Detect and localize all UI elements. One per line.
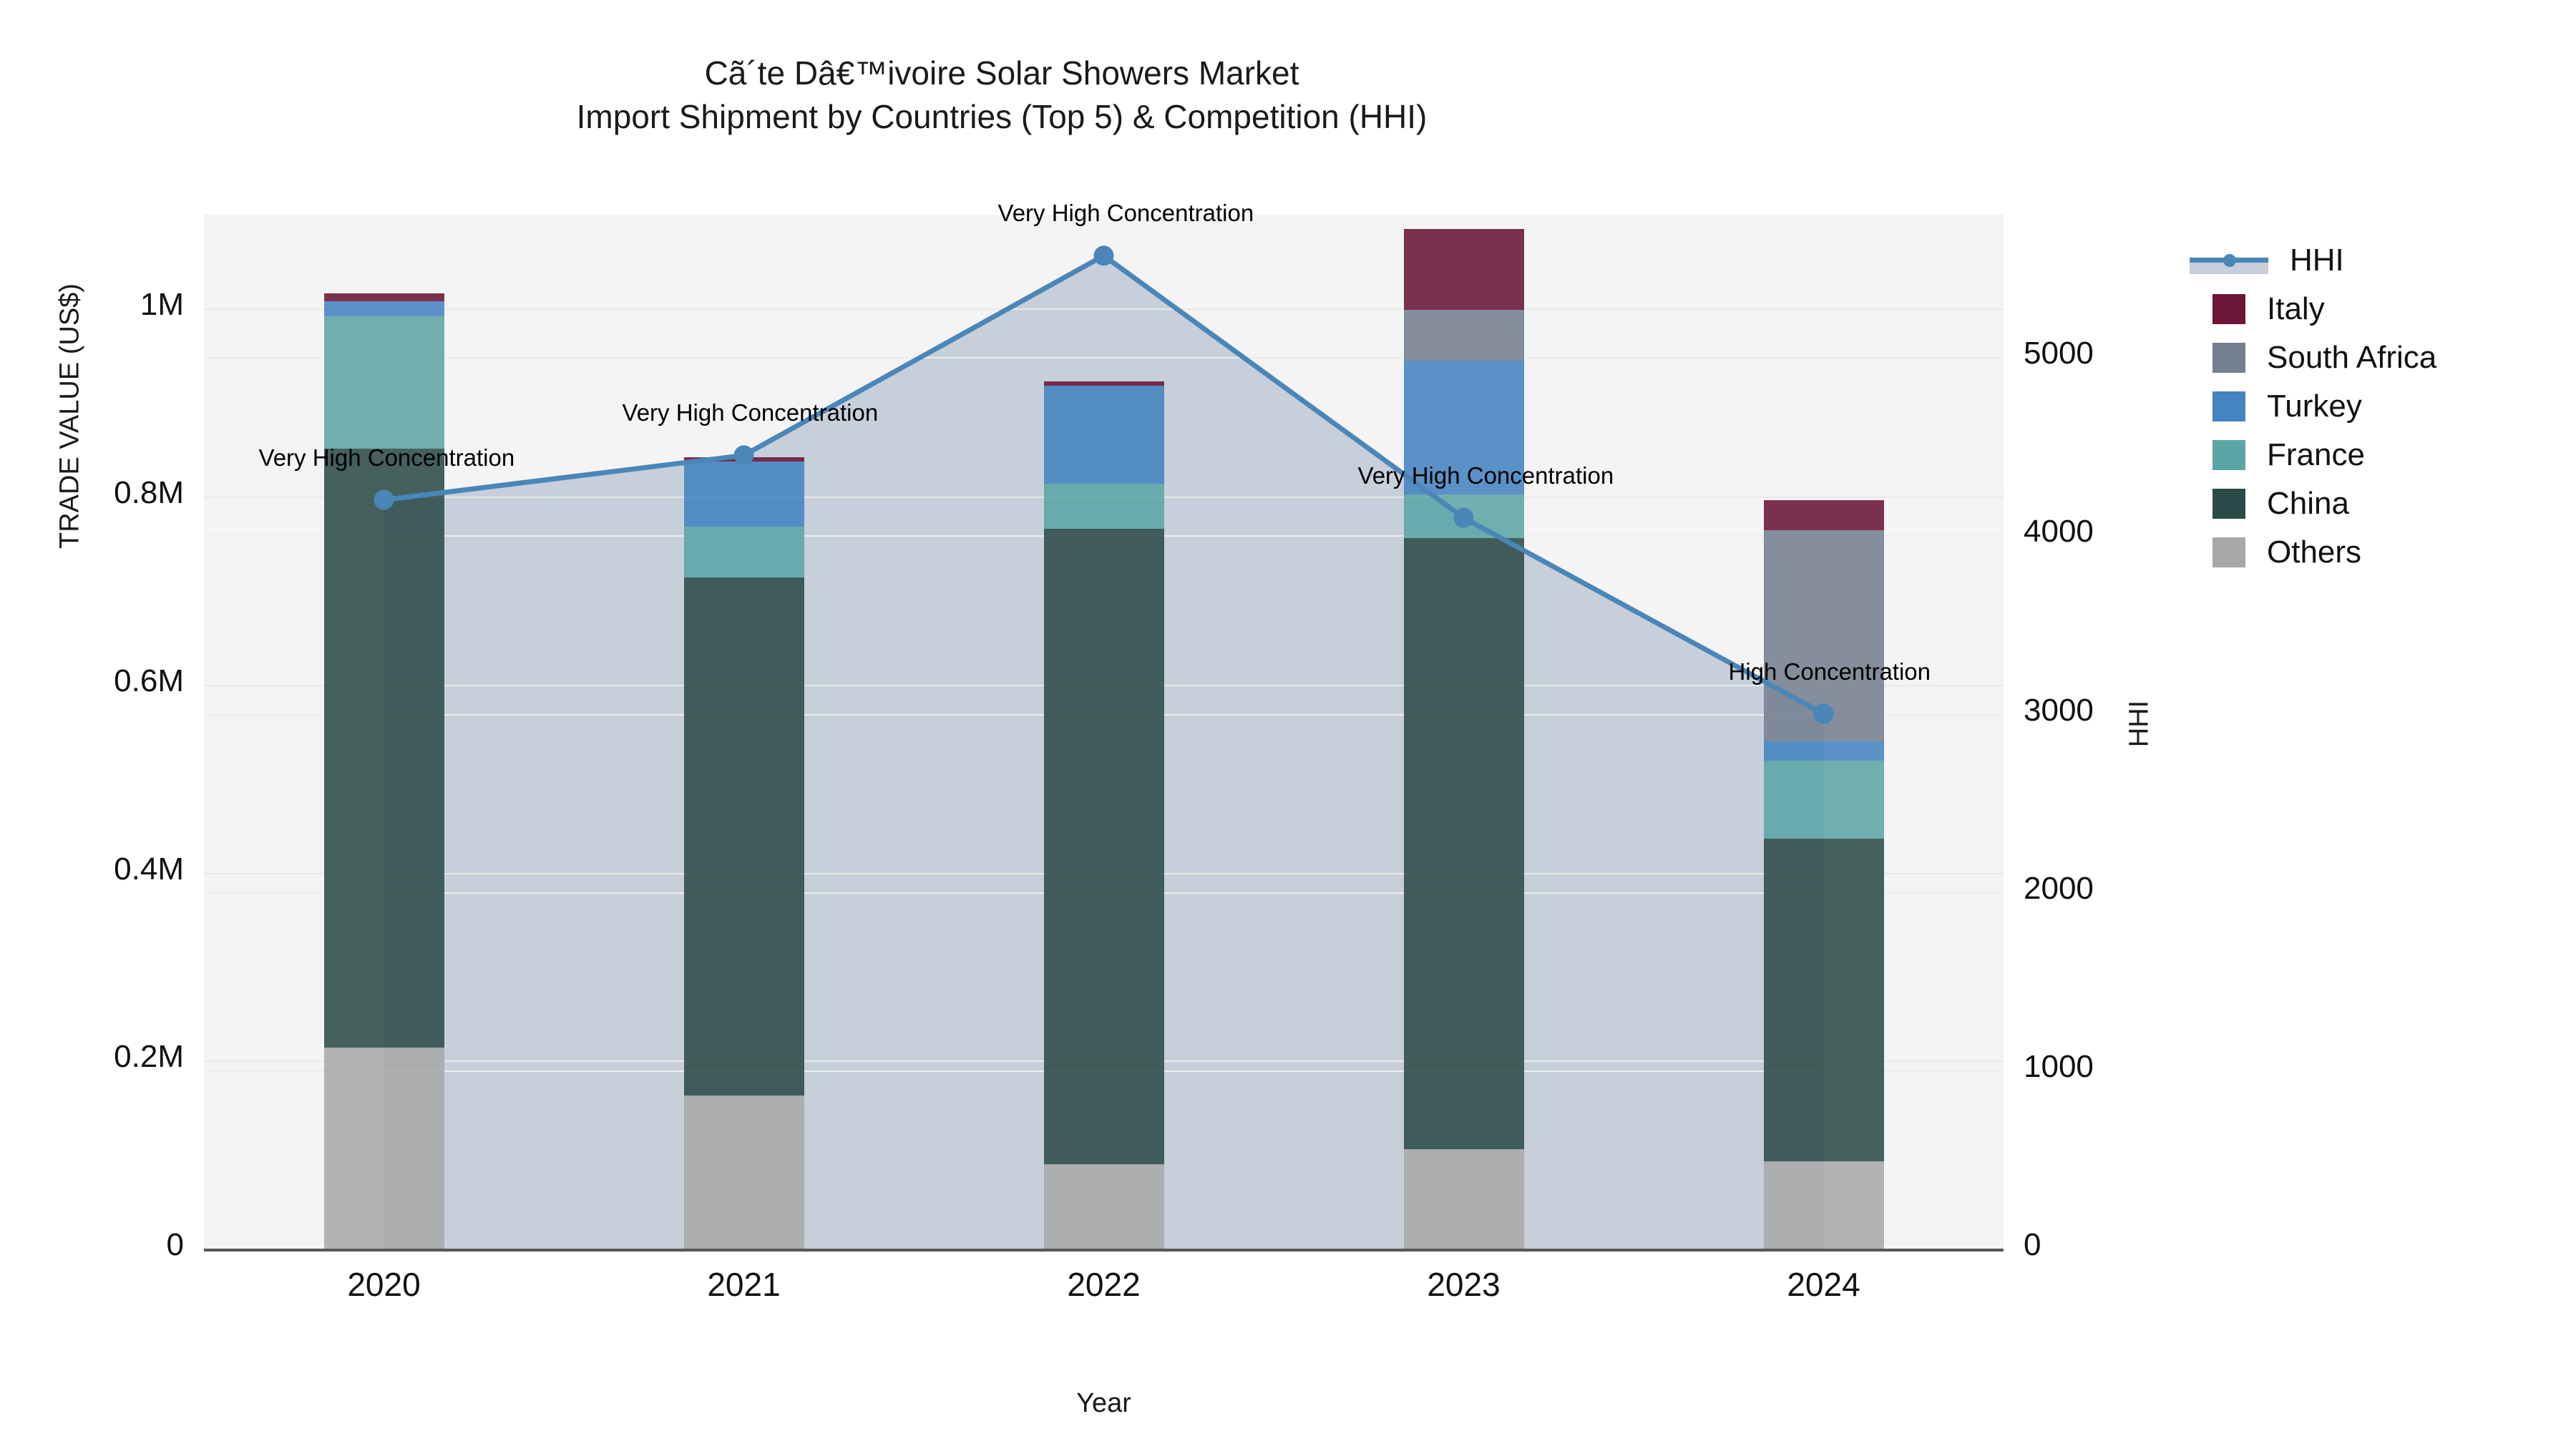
legend-item-france[interactable]: France xyxy=(2190,431,2436,479)
annotation-2023: Very High Concentration xyxy=(1357,462,1614,489)
bar-segment-france[interactable] xyxy=(1763,761,1884,839)
legend-line-dot xyxy=(2223,254,2236,267)
bar-segment-others[interactable] xyxy=(323,1047,444,1249)
bar-segment-others[interactable] xyxy=(683,1095,804,1249)
annotation-2022: Very High Concentration xyxy=(997,200,1254,227)
bar-segment-others[interactable] xyxy=(1043,1163,1164,1249)
bar-segment-china[interactable] xyxy=(683,577,804,1096)
legend-label: France xyxy=(2267,437,2365,472)
bar-segment-italy[interactable] xyxy=(1403,228,1524,310)
annotation-2021: Very High Concentration xyxy=(622,399,879,426)
bar-segment-italy[interactable] xyxy=(683,457,804,462)
legend-item-italy[interactable]: Italy xyxy=(2190,285,2436,333)
legend-item-turkey[interactable]: Turkey xyxy=(2190,382,2436,431)
bar-2024[interactable] xyxy=(1763,215,1884,1249)
bar-segment-turkey[interactable] xyxy=(683,462,804,527)
legend-label: Italy xyxy=(2267,291,2325,326)
chart-title: Cã´te Dâ€™ivoire Solar Showers Market Im… xyxy=(0,52,2004,138)
legend-label: China xyxy=(2267,486,2349,521)
legend-swatch-icon xyxy=(2212,343,2245,373)
x-tick-2023: 2023 xyxy=(1427,1266,1501,1303)
bar-segment-turkey[interactable] xyxy=(323,301,444,316)
bar-segment-italy[interactable] xyxy=(1763,500,1884,531)
plot-area xyxy=(204,215,2004,1250)
y-axis-left-label: TRADE VALUE (US$) xyxy=(54,283,85,549)
bar-segment-italy[interactable] xyxy=(323,293,444,301)
chart-title-line-1: Cã´te Dâ€™ivoire Solar Showers Market xyxy=(704,54,1299,92)
bar-segment-france[interactable] xyxy=(683,527,804,578)
x-axis-label: Year xyxy=(1076,1388,1131,1418)
legend-label: Others xyxy=(2267,535,2362,570)
bar-segment-france[interactable] xyxy=(1043,483,1164,529)
bar-segment-china[interactable] xyxy=(1043,528,1164,1164)
legend-swatch-icon xyxy=(2212,391,2245,421)
annotation-2024: High Concentration xyxy=(1728,658,1931,685)
bar-segment-turkey[interactable] xyxy=(1763,741,1884,761)
bar-segment-china[interactable] xyxy=(323,449,444,1048)
x-tick-2020: 2020 xyxy=(347,1266,421,1303)
legend-item-south-africa[interactable]: South Africa xyxy=(2190,333,2436,382)
bar-segment-others[interactable] xyxy=(1403,1148,1524,1249)
bar-segment-south-africa[interactable] xyxy=(1403,309,1524,361)
y-left-tick: 1M xyxy=(140,287,184,323)
x-tick-2021: 2021 xyxy=(707,1266,781,1303)
bar-2020[interactable] xyxy=(323,215,444,1249)
x-axis-line xyxy=(204,1249,2004,1252)
legend-swatch-icon xyxy=(2212,489,2245,519)
y-left-tick: 0.8M xyxy=(114,475,184,511)
y-left-tick: 0 xyxy=(166,1227,184,1262)
bar-segment-china[interactable] xyxy=(1763,839,1884,1161)
y-right-tick: 0 xyxy=(2024,1227,2041,1262)
legend-swatch-icon xyxy=(2212,537,2245,567)
legend-area-band xyxy=(2190,261,2268,274)
chart-title-line-2: Import Shipment by Countries (Top 5) & C… xyxy=(576,97,1428,135)
y-right-tick: 2000 xyxy=(2024,870,2094,906)
legend-label: Turkey xyxy=(2267,389,2362,424)
y-right-tick: 5000 xyxy=(2024,336,2094,371)
bar-segment-others[interactable] xyxy=(1763,1161,1884,1249)
y-right-tick: 3000 xyxy=(2024,692,2094,728)
bar-segment-france[interactable] xyxy=(323,316,444,449)
y-right-tick: 1000 xyxy=(2024,1048,2094,1084)
bar-segment-turkey[interactable] xyxy=(1043,386,1164,484)
legend-line-marker-icon xyxy=(2190,245,2268,275)
annotation-2020: Very High Concentration xyxy=(258,444,515,471)
legend-item-others[interactable]: Others xyxy=(2190,528,2436,577)
y-left-tick: 0.2M xyxy=(114,1039,184,1075)
legend-item-hhi[interactable]: HHI xyxy=(2190,236,2436,285)
legend-swatch-icon xyxy=(2212,294,2245,324)
y-left-tick: 0.4M xyxy=(114,851,184,887)
bar-segment-italy[interactable] xyxy=(1043,381,1164,386)
legend-label: HHI xyxy=(2290,243,2344,278)
x-tick-2022: 2022 xyxy=(1067,1266,1141,1303)
bar-segment-south-africa[interactable] xyxy=(1763,530,1884,741)
legend-label: South Africa xyxy=(2267,340,2437,375)
legend: HHI Italy South Africa Turkey France China Oth… xyxy=(2190,236,2436,577)
bar-segment-france[interactable] xyxy=(1403,494,1524,538)
x-tick-2024: 2024 xyxy=(1787,1266,1860,1303)
bar-2021[interactable] xyxy=(683,215,804,1249)
bar-2022[interactable] xyxy=(1043,215,1164,1249)
y-right-tick: 4000 xyxy=(2024,514,2094,550)
bar-2023[interactable] xyxy=(1403,215,1524,1249)
legend-swatch-icon xyxy=(2212,440,2245,470)
y-left-tick: 0.6M xyxy=(114,663,184,698)
legend-item-china[interactable]: China xyxy=(2190,479,2436,528)
bar-segment-china[interactable] xyxy=(1403,537,1524,1149)
